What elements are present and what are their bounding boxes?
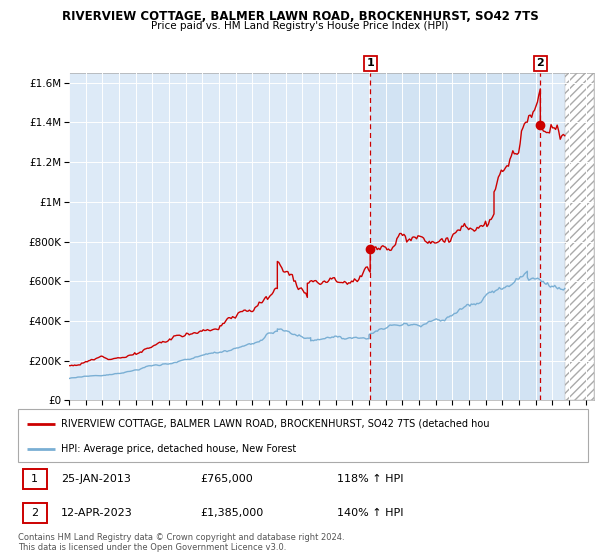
Text: 2: 2 xyxy=(31,508,38,518)
Bar xyxy=(565,73,594,400)
FancyBboxPatch shape xyxy=(23,503,47,523)
FancyBboxPatch shape xyxy=(23,469,47,489)
Text: RIVERVIEW COTTAGE, BALMER LAWN ROAD, BROCKENHURST, SO42 7TS: RIVERVIEW COTTAGE, BALMER LAWN ROAD, BRO… xyxy=(62,10,538,23)
Text: £765,000: £765,000 xyxy=(200,474,253,484)
Text: Price paid vs. HM Land Registry's House Price Index (HPI): Price paid vs. HM Land Registry's House … xyxy=(151,21,449,31)
Text: 1: 1 xyxy=(31,474,38,484)
Text: RIVERVIEW COTTAGE, BALMER LAWN ROAD, BROCKENHURST, SO42 7TS (detached hou: RIVERVIEW COTTAGE, BALMER LAWN ROAD, BRO… xyxy=(61,419,489,429)
Text: This data is licensed under the Open Government Licence v3.0.: This data is licensed under the Open Gov… xyxy=(18,543,286,552)
Text: 2: 2 xyxy=(536,58,544,68)
Text: 1: 1 xyxy=(366,58,374,68)
Text: HPI: Average price, detached house, New Forest: HPI: Average price, detached house, New … xyxy=(61,444,296,454)
Text: 140% ↑ HPI: 140% ↑ HPI xyxy=(337,508,404,518)
FancyBboxPatch shape xyxy=(18,409,588,462)
Text: £1,385,000: £1,385,000 xyxy=(200,508,263,518)
Bar xyxy=(370,73,541,400)
Text: Contains HM Land Registry data © Crown copyright and database right 2024.: Contains HM Land Registry data © Crown c… xyxy=(18,533,344,542)
Text: 25-JAN-2013: 25-JAN-2013 xyxy=(61,474,131,484)
Bar xyxy=(565,73,594,400)
Text: 118% ↑ HPI: 118% ↑ HPI xyxy=(337,474,404,484)
Text: 12-APR-2023: 12-APR-2023 xyxy=(61,508,133,518)
